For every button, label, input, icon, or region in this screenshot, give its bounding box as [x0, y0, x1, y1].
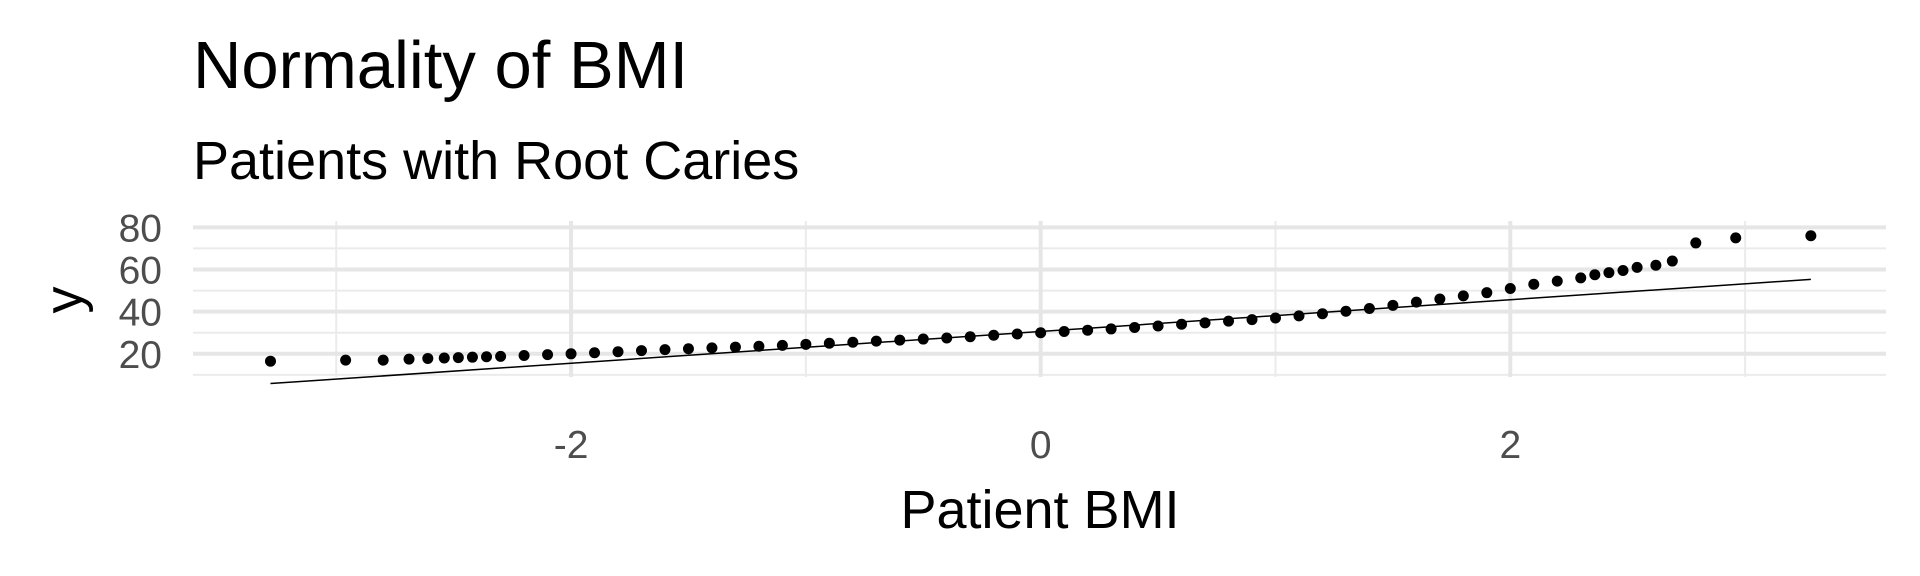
- point: [589, 347, 601, 359]
- point: [964, 331, 976, 343]
- point: [481, 351, 493, 363]
- point: [753, 340, 765, 352]
- point: [1481, 287, 1493, 299]
- point: [729, 341, 741, 353]
- point: [1129, 321, 1141, 333]
- point: [495, 350, 507, 362]
- point: [847, 336, 859, 348]
- point: [682, 343, 694, 355]
- point: [1387, 299, 1399, 311]
- point: [1805, 230, 1817, 242]
- point: [1589, 269, 1601, 281]
- point: [518, 349, 530, 361]
- x-axis-title: Patient BMI: [900, 480, 1179, 540]
- point: [776, 339, 788, 351]
- point: [1434, 293, 1446, 305]
- point: [706, 342, 718, 354]
- point: [941, 332, 953, 344]
- point: [1457, 290, 1469, 302]
- y-tick-label: 80: [119, 207, 162, 250]
- point: [1575, 272, 1587, 284]
- point: [422, 352, 434, 364]
- point: [1504, 282, 1516, 294]
- point: [1293, 310, 1305, 322]
- point: [1316, 308, 1328, 320]
- point: [1105, 323, 1117, 335]
- point: [659, 344, 671, 356]
- point: [1631, 261, 1643, 273]
- point: [1690, 237, 1702, 249]
- x-tick-label: 0: [1030, 424, 1052, 467]
- point: [1152, 320, 1164, 332]
- point: [917, 333, 929, 345]
- point: [1269, 312, 1281, 324]
- point: [1410, 296, 1422, 308]
- point: [1058, 325, 1070, 337]
- y-tick-label: 20: [119, 334, 162, 377]
- point: [340, 354, 352, 366]
- point: [635, 345, 647, 357]
- point: [1246, 314, 1258, 326]
- point: [403, 353, 415, 365]
- point: [1035, 327, 1047, 339]
- y-tick-label: 40: [119, 292, 162, 335]
- point: [1082, 324, 1094, 336]
- point: [264, 355, 276, 367]
- point: [1528, 278, 1540, 290]
- x-tick-label: -2: [554, 424, 589, 467]
- point: [1223, 315, 1235, 327]
- point: [542, 349, 554, 361]
- point: [438, 352, 450, 364]
- point: [823, 337, 835, 349]
- x-tick-label: 2: [1499, 424, 1521, 467]
- point: [988, 329, 1000, 341]
- point: [377, 354, 389, 366]
- point: [1011, 328, 1023, 340]
- point: [1666, 255, 1678, 267]
- point: [1340, 305, 1352, 317]
- point: [1617, 265, 1629, 277]
- point: [1730, 232, 1742, 244]
- point: [1176, 318, 1188, 330]
- y-tick-label: 60: [119, 249, 162, 292]
- chart-subtitle: Patients with Root Caries: [193, 131, 799, 191]
- point: [1363, 302, 1375, 314]
- plot-area: [264, 230, 1817, 385]
- chart-title: Normality of BMI: [193, 28, 688, 103]
- point: [565, 348, 577, 360]
- point: [1199, 317, 1211, 329]
- point: [1551, 275, 1563, 287]
- point: [870, 335, 882, 347]
- point: [1603, 267, 1615, 279]
- point: [452, 352, 464, 364]
- point: [1650, 259, 1662, 271]
- point: [800, 338, 812, 350]
- y-axis-title: y: [34, 287, 94, 314]
- point: [612, 346, 624, 358]
- point: [466, 351, 478, 363]
- point: [894, 334, 906, 346]
